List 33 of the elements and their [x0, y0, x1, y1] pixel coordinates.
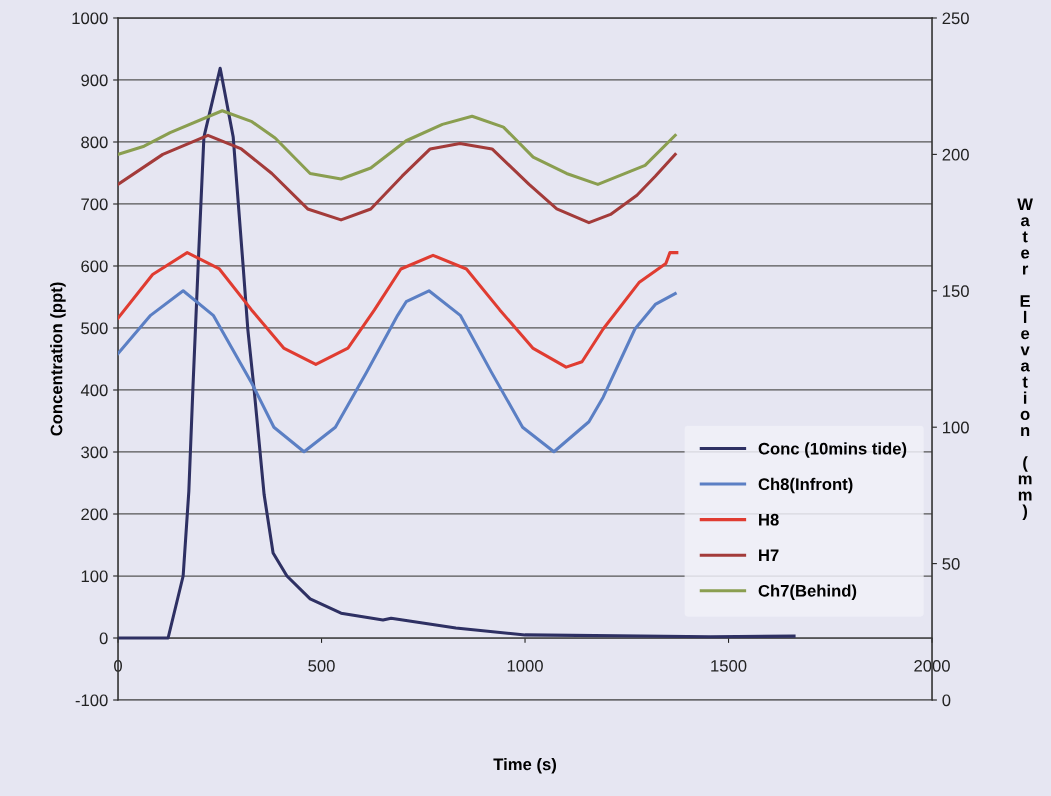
- legend-label: H8: [759, 513, 779, 526]
- y-tick-label: 500: [81, 322, 108, 335]
- line-series: [118, 251, 679, 369]
- x-tick-label: 1000: [507, 659, 543, 672]
- y-tick-label: 400: [80, 384, 108, 397]
- y-tick-label: 1000: [72, 12, 108, 25]
- x-axis-title: Time (s): [493, 757, 556, 774]
- legend-label: H7: [759, 549, 779, 561]
- legend-label: Conc (10mins tide): [758, 442, 907, 458]
- y2-tick-label: 250: [942, 12, 969, 25]
- legend-label: Ch8(Infront): [758, 477, 853, 494]
- y-tick-label: -100: [75, 694, 108, 707]
- y-tick-label: 600: [81, 260, 108, 273]
- y-axis-title: Concentration (ppt): [50, 282, 66, 436]
- text: Water Elevation (mm): [1017, 198, 1033, 521]
- line-series: [118, 133, 677, 225]
- y-tick-label: 100: [81, 570, 108, 583]
- line-series: [118, 289, 677, 454]
- y2-tick-label: 50: [942, 558, 960, 570]
- y-tick-label: 200: [81, 508, 108, 521]
- x-tick-label: 1500: [711, 659, 747, 672]
- y2-tick-label: 0: [942, 694, 951, 707]
- y2-tick-label: 100: [943, 421, 969, 434]
- y-tick-label: 900: [81, 74, 108, 87]
- y-tick-label: 700: [81, 198, 108, 211]
- x-tick-label: 500: [308, 659, 335, 672]
- y2-tick-label: 200: [942, 148, 969, 161]
- y-tick-label: 300: [81, 446, 108, 459]
- legend-label: Ch7(Behind): [758, 584, 857, 600]
- y-tick-label: 800: [81, 136, 108, 149]
- y2-tick-label: 150: [943, 285, 969, 297]
- y-tick-label: 0: [99, 632, 108, 645]
- line-series: [118, 109, 677, 186]
